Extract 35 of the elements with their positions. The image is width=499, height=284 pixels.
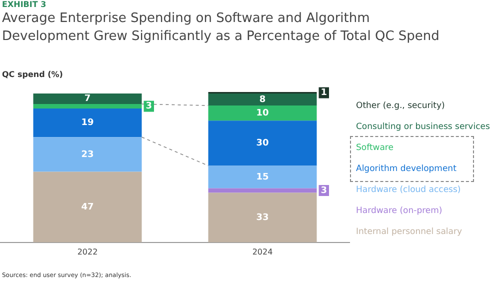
data-label: 15: [256, 172, 269, 182]
data-label: 1: [320, 88, 328, 98]
data-label: 19: [81, 118, 94, 128]
data-label: 30: [256, 138, 269, 148]
bar: [33, 94, 142, 104]
data-label: 47: [81, 202, 94, 212]
text: Software: [356, 142, 394, 155]
text: EXHIBIT 3: [2, 0, 46, 9]
data-label: 8: [259, 94, 266, 105]
text: Other (e.g., security): [356, 100, 446, 113]
bar: [208, 166, 317, 188]
text: Internal personnel salary: [356, 226, 464, 239]
x-tick-label: 2024: [252, 247, 273, 256]
text: Consulting or business services: [356, 121, 490, 134]
data-label: 7: [84, 94, 91, 104]
chart-title: Average Enterprise Spending on Software and Algorithm Development Grew Significantly as a Percentage of Total QC Spend: [2, 10, 440, 46]
x-tick-label: 2022: [77, 247, 98, 256]
bar: [208, 188, 317, 193]
bar: [208, 94, 317, 106]
text: Algorithm development: [356, 163, 458, 176]
bar: [208, 120, 317, 166]
data-label: 3: [146, 102, 152, 112]
y-axis-title: QC spend (%): [2, 70, 63, 79]
bar: [208, 192, 317, 242]
bar: [33, 104, 142, 109]
bar: [33, 172, 142, 242]
bar: [33, 137, 142, 172]
text: Hardware (cloud access): [356, 184, 462, 197]
data-label: 10: [256, 108, 269, 118]
text: Hardware (on-prem): [356, 205, 444, 218]
data-label: 33: [256, 212, 269, 223]
bar: [33, 108, 142, 138]
data-label: 23: [81, 150, 94, 160]
bar: [208, 106, 317, 121]
data-label: 3: [320, 186, 328, 196]
